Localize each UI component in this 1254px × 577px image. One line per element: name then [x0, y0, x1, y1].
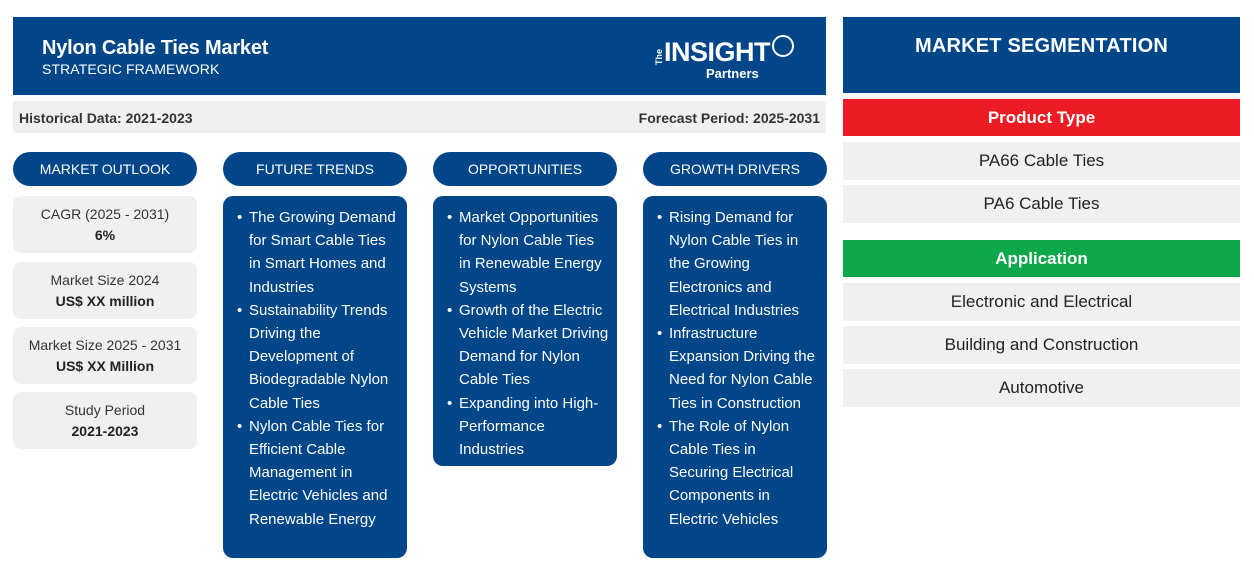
page-subtitle: STRATEGIC FRAMEWORK	[42, 61, 220, 77]
market-segmentation-header: MARKET SEGMENTATION	[843, 17, 1240, 93]
list-item: Growth of the Electric Vehicle Market Dr…	[433, 299, 609, 392]
list-item: Market Opportunities for Nylon Cable Tie…	[433, 206, 609, 299]
list-item: The Growing Demand for Smart Cable Ties …	[223, 206, 399, 299]
logo-main-text: INSIGHT	[664, 37, 771, 67]
forecast-period: Forecast Period: 2025-2031	[638, 110, 820, 126]
growth-drivers-header: GROWTH DRIVERS	[643, 152, 827, 186]
cagr-stat: CAGR (2025 - 2031) 6%	[13, 196, 197, 253]
header-banner: Nylon Cable Ties Market STRATEGIC FRAMEW…	[13, 17, 826, 95]
logo-the-text: The	[654, 48, 664, 65]
opportunities-card: Market Opportunities for Nylon Cable Tie…	[433, 196, 617, 466]
list-item: Rising Demand for Nylon Cable Ties in th…	[643, 206, 819, 322]
opportunities-list: Market Opportunities for Nylon Cable Tie…	[433, 206, 609, 461]
list-item: Expanding into High-Performance Industri…	[433, 392, 609, 462]
stat-label: Market Size 2024	[50, 272, 160, 288]
study-period-stat: Study Period 2021-2023	[13, 392, 197, 449]
segment-item-electronic: Electronic and Electrical	[843, 283, 1240, 321]
stat-value: 6%	[94, 227, 116, 243]
historical-data: Historical Data: 2021-2023	[19, 110, 193, 126]
opportunities-header: OPPORTUNITIES	[433, 152, 617, 186]
future-trends-list: The Growing Demand for Smart Cable Ties …	[223, 206, 399, 531]
insight-partners-logo: The INSIGHT Partners	[654, 33, 804, 83]
list-item: Sustainability Trends Driving the Develo…	[223, 299, 399, 415]
list-item: Nylon Cable Ties for Efficient Cable Man…	[223, 415, 399, 531]
market-outlook-header: MARKET OUTLOOK	[13, 152, 197, 186]
stat-value: US$ XX million	[55, 293, 155, 309]
growth-drivers-card: Rising Demand for Nylon Cable Ties in th…	[643, 196, 827, 558]
market-size-forecast-stat: Market Size 2025 - 2031 US$ XX Million	[13, 327, 197, 384]
stat-value: US$ XX Million	[55, 358, 154, 374]
future-trends-card: The Growing Demand for Smart Cable Ties …	[223, 196, 407, 558]
stat-label: CAGR (2025 - 2031)	[40, 206, 170, 222]
list-item: The Role of Nylon Cable Ties in Securing…	[643, 415, 819, 531]
stat-label: Market Size 2025 - 2031	[28, 337, 182, 353]
page-title: Nylon Cable Ties Market	[42, 37, 269, 59]
application-category: Application	[843, 240, 1240, 277]
future-trends-header: FUTURE TRENDS	[223, 152, 407, 186]
growth-drivers-list: Rising Demand for Nylon Cable Ties in th…	[643, 206, 819, 531]
segment-item-automotive: Automotive	[843, 369, 1240, 407]
stat-label: Study Period	[64, 402, 146, 418]
list-item: Infrastructure Expansion Driving the Nee…	[643, 322, 819, 415]
segment-item-pa66: PA66 Cable Ties	[843, 142, 1240, 180]
segment-item-building: Building and Construction	[843, 326, 1240, 364]
product-type-category: Product Type	[843, 99, 1240, 136]
logo-partners-text: Partners	[706, 66, 759, 81]
segment-item-pa6: PA6 Cable Ties	[843, 185, 1240, 223]
logo-ring-icon	[772, 35, 794, 57]
period-bar: Historical Data: 2021-2023 Forecast Peri…	[13, 101, 826, 133]
stat-value: 2021-2023	[71, 423, 139, 439]
market-size-2024-stat: Market Size 2024 US$ XX million	[13, 262, 197, 319]
